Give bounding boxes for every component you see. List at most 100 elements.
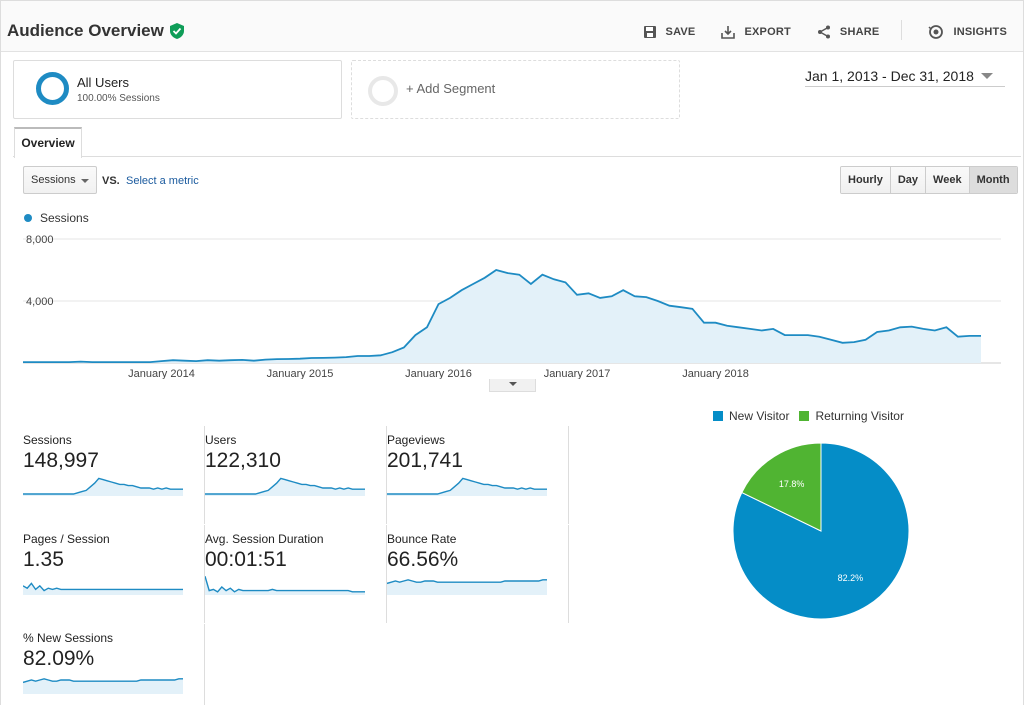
sparkline-path	[387, 579, 547, 585]
share-button[interactable]: SHARE	[817, 24, 880, 40]
export-label: EXPORT	[744, 26, 791, 38]
metric-tile-bounce-rate[interactable]: Bounce Rate 66.56%	[387, 525, 569, 623]
chart-legend: Sessions	[24, 211, 89, 225]
sparkline-path	[23, 477, 183, 495]
sessions-legend-label: Sessions	[40, 211, 89, 225]
metric-label: Users	[205, 433, 237, 447]
users-sparkline	[205, 477, 365, 496]
granularity-hourly-button[interactable]: Hourly	[841, 167, 891, 193]
export-button[interactable]: EXPORT	[721, 24, 791, 40]
new-visitor-legend-label[interactable]: New Visitor	[729, 409, 790, 423]
pageviews-sparkline	[387, 477, 547, 496]
verified-shield-icon	[169, 23, 184, 39]
granularity-toggle: Hourly Day Week Month	[840, 166, 1018, 194]
insights-icon	[928, 25, 944, 39]
metric-value: 201,741	[387, 449, 463, 472]
metric-value: 122,310	[205, 449, 281, 472]
share-label: SHARE	[839, 26, 880, 38]
segment-percentage: 100.00% Sessions	[77, 93, 160, 104]
metric-tile-users[interactable]: Users 122,310	[205, 426, 387, 524]
granularity-day-button[interactable]: Day	[890, 167, 927, 193]
granularity-week-button[interactable]: Week	[926, 167, 970, 193]
save-icon	[643, 26, 656, 38]
insights-label: INSIGHTS	[953, 26, 1007, 38]
axis-tick-label: January 2016	[405, 368, 472, 379]
sparkline-path	[23, 582, 183, 592]
metric-label: Sessions	[23, 433, 72, 447]
metric-tile-pages-per-session[interactable]: Pages / Session 1.35	[23, 525, 205, 623]
metric-tile-new-sessions[interactable]: % New Sessions 82.09%	[23, 624, 205, 705]
save-button[interactable]: SAVE	[643, 24, 696, 40]
metric-label: Bounce Rate	[387, 532, 457, 546]
metric-value: 82.09%	[23, 647, 95, 670]
add-segment-button[interactable]: + Add Segment	[351, 60, 680, 119]
insights-button[interactable]: INSIGHTS	[928, 24, 1007, 40]
axis-tick-label: January 2015	[267, 368, 334, 379]
segment-ring-icon	[36, 72, 69, 105]
metric-label: Pageviews	[387, 433, 446, 447]
dropdown-arrow-icon	[81, 179, 89, 183]
pages-per-session-sparkline	[23, 582, 183, 595]
metric-label: Pages / Session	[23, 532, 110, 546]
metric-tile-pageviews[interactable]: Pageviews 201,741	[387, 426, 569, 524]
bounce-rate-sparkline	[387, 579, 547, 595]
new-sessions-sparkline	[23, 678, 183, 694]
metric-value: 1.35	[23, 548, 64, 571]
metric-value: 66.56%	[387, 548, 459, 571]
visitor-type-pie-chart: 82.2% 17.8%	[732, 442, 910, 620]
save-label: SAVE	[665, 26, 696, 38]
sparkline-area	[205, 576, 365, 595]
sparkline-area	[23, 583, 183, 595]
sparkline-path	[205, 576, 365, 593]
tab-bar: Overview	[13, 127, 1021, 158]
select-metric-link[interactable]: Select a metric	[126, 175, 199, 187]
metric-label: Avg. Session Duration	[205, 532, 324, 546]
axis-tick-label: January 2017	[544, 368, 611, 379]
axis-tick-label: January 2018	[682, 368, 749, 379]
metric-value: 00:01:51	[205, 548, 287, 571]
returning-visitor-swatch	[799, 411, 810, 421]
segment-all-users[interactable]: All Users 100.00% Sessions	[13, 60, 342, 119]
sparkline-area	[23, 478, 183, 496]
pie-slice-returning-visitor[interactable]	[741, 442, 822, 532]
metric-tile-avg-session-duration[interactable]: Avg. Session Duration 00:01:51	[205, 525, 387, 623]
date-range-text: Jan 1, 2013 - Dec 31, 2018	[805, 67, 974, 84]
sparkline-area	[23, 678, 183, 694]
metric-dropdown[interactable]: Sessions	[23, 166, 97, 194]
sparkline-path	[23, 678, 183, 684]
granularity-month-button[interactable]: Month	[969, 167, 1017, 193]
share-icon	[817, 25, 830, 39]
sessions-legend-dot	[24, 214, 32, 222]
tab-overview[interactable]: Overview	[14, 127, 82, 158]
chart-axis-labels: 8,000 4,000 January 2014 January 2015 Januar…	[26, 234, 749, 379]
page-header: Audience Overview SAVE EXPORT SHARE INSI…	[1, 1, 1023, 52]
sparkline-area	[387, 478, 547, 496]
new-visitor-swatch	[713, 411, 723, 421]
pie-slice-label: 82.2%	[838, 573, 864, 583]
add-segment-label: + Add Segment	[406, 81, 496, 96]
sessions-line-chart: 8,000 4,000 January 2014 January 2015 Januar…	[23, 234, 1001, 379]
page-title: Audience Overview	[7, 21, 184, 41]
axis-tick-label: 4,000	[26, 296, 54, 308]
date-range-picker[interactable]: Jan 1, 2013 - Dec 31, 2018	[805, 65, 1005, 87]
metric-value: 148,997	[23, 449, 99, 472]
page-title-text: Audience Overview	[7, 21, 164, 40]
sessions-area	[23, 270, 981, 363]
vs-label: VS.	[102, 175, 120, 187]
metric-tile-sessions[interactable]: Sessions 148,997	[23, 426, 205, 524]
header-actions: SAVE EXPORT SHARE INSIGHTS	[617, 20, 1007, 40]
sparkline-area	[205, 478, 365, 496]
sessions-sparkline	[23, 477, 183, 496]
export-icon	[721, 26, 736, 39]
sparkline-path	[387, 477, 547, 495]
segment-name: All Users	[77, 75, 130, 90]
chart-expand-handle[interactable]	[489, 379, 536, 392]
chevron-down-icon	[980, 72, 993, 79]
returning-visitor-legend-label[interactable]: Returning Visitor	[815, 409, 904, 423]
sessions-line	[23, 269, 981, 363]
actions-divider	[901, 20, 903, 40]
axis-tick-label: 8,000	[26, 234, 54, 246]
empty-segment-ring-icon	[368, 76, 398, 106]
metric-label: % New Sessions	[23, 631, 114, 645]
